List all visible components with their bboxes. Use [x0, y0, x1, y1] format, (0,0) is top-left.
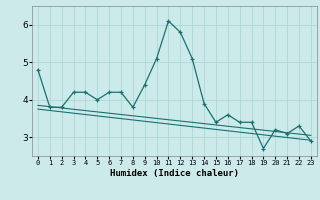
X-axis label: Humidex (Indice chaleur): Humidex (Indice chaleur) [110, 169, 239, 178]
